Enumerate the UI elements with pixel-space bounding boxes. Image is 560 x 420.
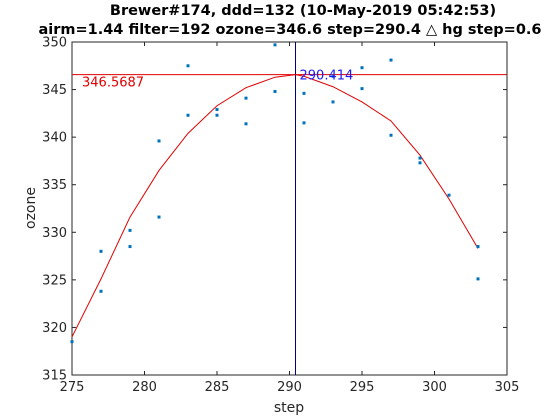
data-point [157, 139, 161, 143]
y-tick-label: 345 [42, 83, 67, 98]
data-point [128, 228, 132, 232]
plot-area: 275 280 285 290 295 300 305 315 320 325 330 335 340 3… [42, 36, 519, 396]
data-point [302, 91, 306, 95]
data-point [215, 113, 219, 117]
data-point [186, 113, 190, 117]
y-tick-label: 320 [42, 321, 67, 336]
data-point [99, 289, 103, 293]
data-point [273, 89, 277, 93]
max-ozone-annotation: 346.5687 [82, 76, 144, 91]
data-point [331, 74, 335, 78]
data-point [476, 277, 480, 281]
x-tick-label: 275 [60, 380, 85, 395]
data-point [70, 340, 74, 344]
y-tick-label: 315 [42, 369, 67, 384]
x-tick-label: 300 [422, 380, 447, 395]
data-point [273, 43, 277, 47]
x-tick-label: 285 [205, 380, 230, 395]
data-point [215, 108, 219, 112]
data-point [244, 122, 248, 126]
data-point [360, 87, 364, 91]
data-point [360, 66, 364, 70]
data-point [128, 245, 132, 249]
data-point [418, 161, 422, 165]
data-point [389, 133, 393, 137]
y-axis-label: ozone [23, 187, 39, 229]
data-point [186, 64, 190, 68]
data-point [447, 193, 451, 197]
data-point [476, 245, 480, 249]
chart-title-line-1: Brewer#174, ddd=132 (10-May-2019 05:42:5… [110, 3, 496, 19]
data-point [302, 121, 306, 125]
x-tick-label: 305 [495, 380, 520, 395]
y-tick-label: 350 [42, 36, 67, 51]
data-point [99, 249, 103, 253]
y-tick-label: 340 [42, 131, 67, 146]
fit-curve [71, 74, 479, 338]
x-axis-label: step [274, 400, 304, 416]
x-tick-label: 295 [350, 380, 375, 395]
data-point [157, 215, 161, 219]
x-tick-label: 280 [132, 380, 157, 395]
x-tick-label: 290 [277, 380, 302, 395]
data-point [389, 58, 393, 62]
max-step-annotation: 290.414 [300, 69, 354, 84]
data-point [244, 96, 248, 100]
chart-title-line-2: airm=1.44 filter=192 ozone=346.6 step=29… [38, 22, 541, 38]
y-tick-label: 335 [42, 178, 67, 193]
y-tick-label: 330 [42, 226, 67, 241]
y-tick-label: 325 [42, 273, 67, 288]
data-point [331, 100, 335, 104]
data-point [418, 156, 422, 160]
